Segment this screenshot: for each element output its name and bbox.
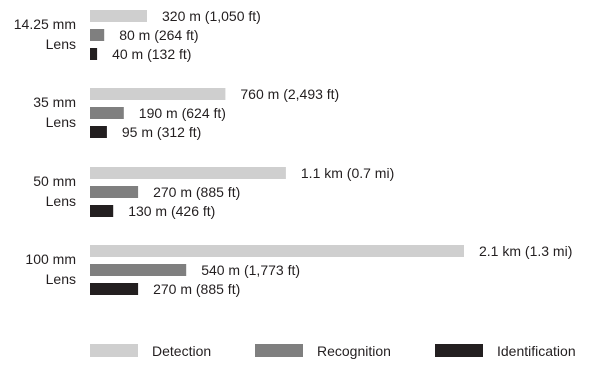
data-label: 130 m (426 ft) (128, 203, 215, 219)
legend: Detection Recognition Identification (90, 343, 576, 359)
bar-groups: 14.25 mm Lens 320 m (1,050 ft) 80 m (264 ft… (14, 8, 573, 297)
bar-recognition (90, 107, 124, 119)
data-label: 190 m (624 ft) (139, 105, 226, 121)
bar-identification (90, 283, 139, 295)
legend-label: Detection (152, 343, 211, 359)
category-label-line: Lens (46, 114, 76, 130)
bar-detection (90, 88, 226, 100)
data-label: 1.1 km (0.7 mi) (301, 165, 394, 181)
category-label-line: 100 mm (25, 251, 76, 267)
data-label: 2.1 km (1.3 mi) (479, 243, 572, 259)
category-label: 35 mm Lens (33, 94, 76, 130)
category-label: 100 mm Lens (25, 251, 76, 287)
bar-detection (90, 10, 147, 22)
data-label: 760 m (2,493 ft) (240, 86, 339, 102)
legend-label: Recognition (317, 343, 391, 359)
data-label: 95 m (312 ft) (122, 124, 201, 140)
category-label-line: 35 mm (33, 94, 76, 110)
legend-label: Identification (497, 343, 576, 359)
category-label-line: 14.25 mm (14, 16, 76, 32)
category-label-line: Lens (46, 271, 76, 287)
data-label: 540 m (1,773 ft) (201, 262, 300, 278)
bar-identification (90, 126, 107, 138)
data-label: 80 m (264 ft) (119, 27, 198, 43)
data-label: 320 m (1,050 ft) (162, 8, 261, 24)
data-label: 40 m (132 ft) (112, 46, 191, 62)
bar-detection (90, 167, 286, 179)
legend-swatch (255, 344, 303, 357)
data-label: 270 m (885 ft) (153, 281, 240, 297)
bar-group: 100 mm Lens 2.1 km (1.3 mi) 540 m (1,773 ft… (25, 243, 572, 297)
category-label-line: Lens (46, 193, 76, 209)
bar-detection (90, 245, 464, 257)
bar-recognition (90, 186, 139, 198)
bar-identification (90, 205, 114, 217)
legend-swatch (435, 344, 483, 357)
bar-recognition (90, 29, 105, 41)
category-label: 50 mm Lens (33, 173, 76, 209)
legend-item: Detection (90, 343, 211, 359)
bar-identification (90, 48, 98, 60)
legend-item: Recognition (255, 343, 391, 359)
category-label-line: Lens (46, 36, 76, 52)
bar-group: 50 mm Lens 1.1 km (0.7 mi) 270 m (885 ft) 13… (33, 165, 394, 219)
category-label-line: 50 mm (33, 173, 76, 189)
bar-group: 35 mm Lens 760 m (2,493 ft) 190 m (624 ft) 9… (33, 86, 339, 140)
bar-group: 14.25 mm Lens 320 m (1,050 ft) 80 m (264 ft… (14, 8, 261, 62)
legend-swatch (90, 344, 138, 357)
category-label: 14.25 mm Lens (14, 16, 76, 52)
data-label: 270 m (885 ft) (153, 184, 240, 200)
legend-item: Identification (435, 343, 576, 359)
bar-recognition (90, 264, 187, 276)
